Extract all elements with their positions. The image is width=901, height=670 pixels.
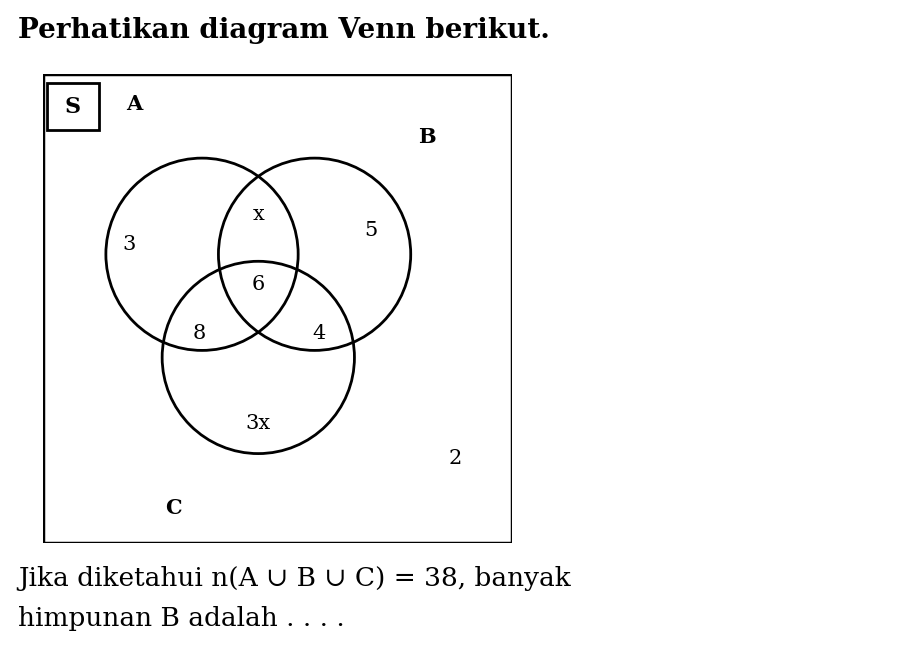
- Text: Perhatikan diagram Venn berikut.: Perhatikan diagram Venn berikut.: [18, 17, 550, 44]
- Text: 8: 8: [193, 324, 206, 344]
- Text: 5: 5: [364, 221, 378, 241]
- Text: himpunan B adalah . . . .: himpunan B adalah . . . .: [18, 606, 345, 631]
- Text: Jika diketahui n(A ∪ B ∪ C) = 38, banyak: Jika diketahui n(A ∪ B ∪ C) = 38, banyak: [18, 566, 570, 591]
- Text: 2: 2: [449, 449, 462, 468]
- Text: S: S: [65, 96, 81, 117]
- Text: 4: 4: [313, 324, 326, 344]
- Text: x: x: [252, 205, 264, 224]
- Text: 6: 6: [251, 275, 265, 294]
- Text: C: C: [166, 498, 182, 517]
- Text: 3: 3: [123, 235, 136, 255]
- Text: 3x: 3x: [246, 413, 271, 433]
- Text: A: A: [126, 94, 142, 114]
- Text: B: B: [418, 127, 436, 147]
- Bar: [47, 83, 99, 130]
